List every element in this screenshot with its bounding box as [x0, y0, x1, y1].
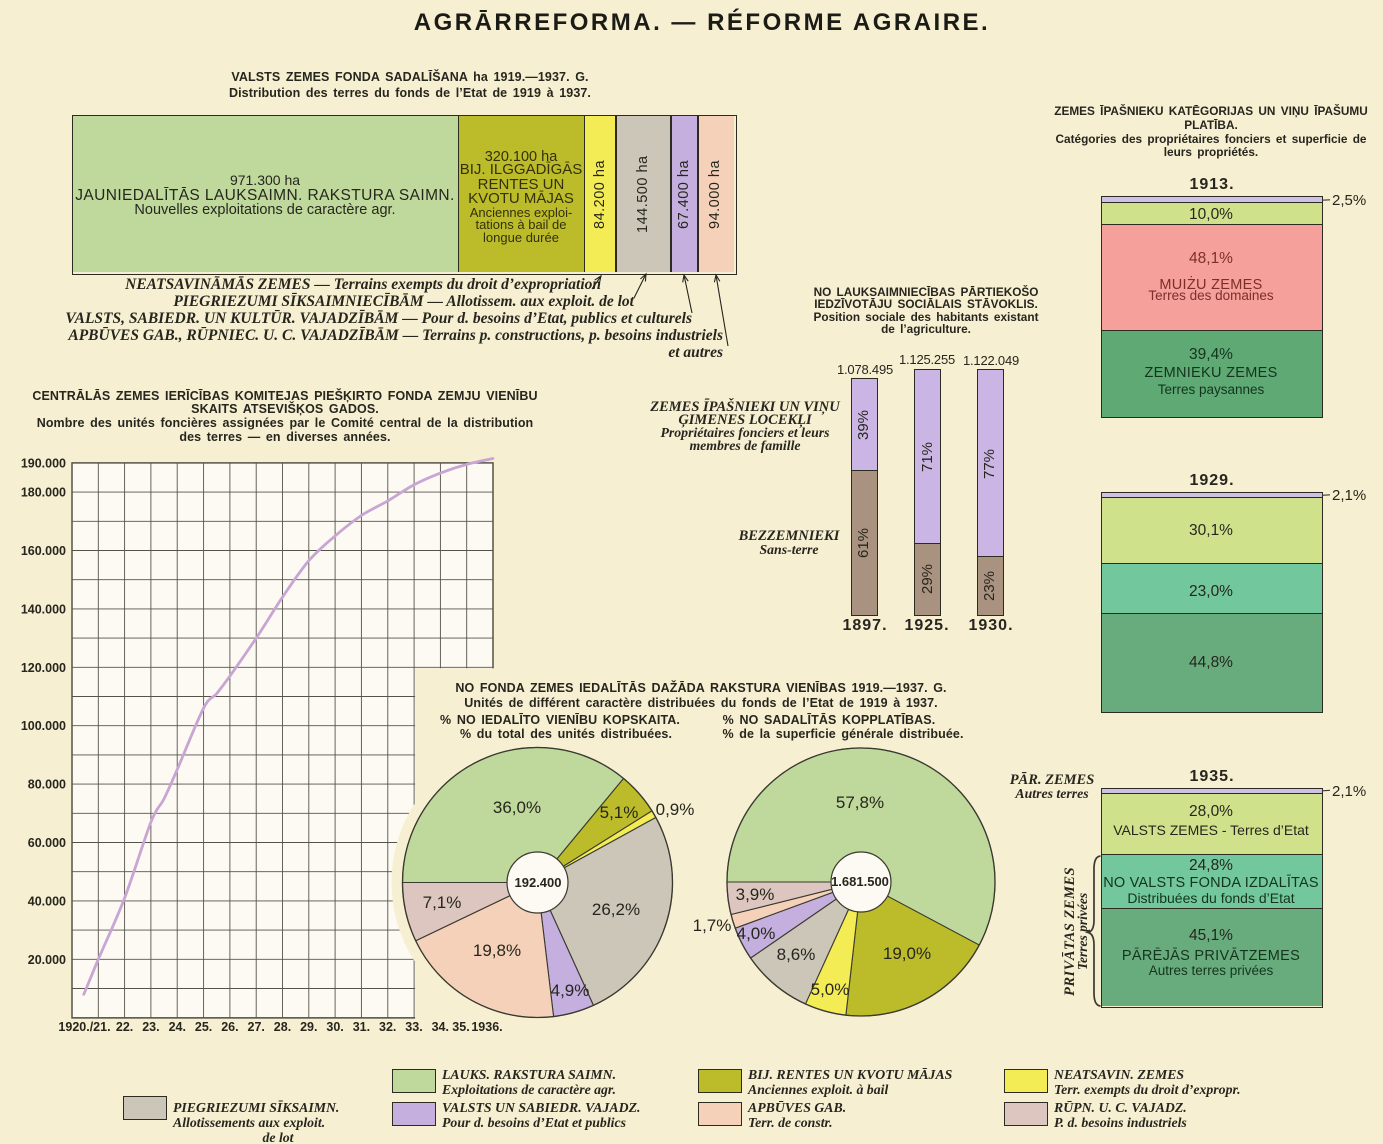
svg-text:27.: 27. — [248, 1020, 265, 1034]
svg-text:40.000: 40.000 — [28, 894, 66, 908]
svg-text:34.: 34. — [432, 1020, 449, 1034]
svg-text:29.: 29. — [300, 1020, 317, 1034]
svg-text:140.000: 140.000 — [21, 602, 66, 616]
svg-text:120.000: 120.000 — [21, 661, 66, 675]
svg-text:33.: 33. — [405, 1020, 422, 1034]
svg-text:1920./21.: 1920./21. — [58, 1020, 110, 1034]
svg-text:20.000: 20.000 — [28, 953, 66, 967]
svg-text:180.000: 180.000 — [21, 486, 66, 500]
svg-text:24.: 24. — [169, 1020, 186, 1034]
svg-text:32.: 32. — [379, 1020, 396, 1034]
svg-text:30.: 30. — [326, 1020, 343, 1034]
svg-text:26.: 26. — [221, 1020, 238, 1034]
svg-text:100.000: 100.000 — [21, 719, 66, 733]
svg-text:80.000: 80.000 — [28, 778, 66, 792]
svg-text:35.: 35. — [452, 1020, 469, 1034]
svg-text:31.: 31. — [353, 1020, 370, 1034]
svg-text:25.: 25. — [195, 1020, 212, 1034]
svg-text:190.000: 190.000 — [21, 456, 66, 470]
svg-text:1936.: 1936. — [471, 1020, 502, 1034]
svg-text:23.: 23. — [142, 1020, 159, 1034]
svg-text:22.: 22. — [116, 1020, 133, 1034]
svg-text:160.000: 160.000 — [21, 544, 66, 558]
svg-text:28.: 28. — [274, 1020, 291, 1034]
svg-text:60.000: 60.000 — [28, 836, 66, 850]
